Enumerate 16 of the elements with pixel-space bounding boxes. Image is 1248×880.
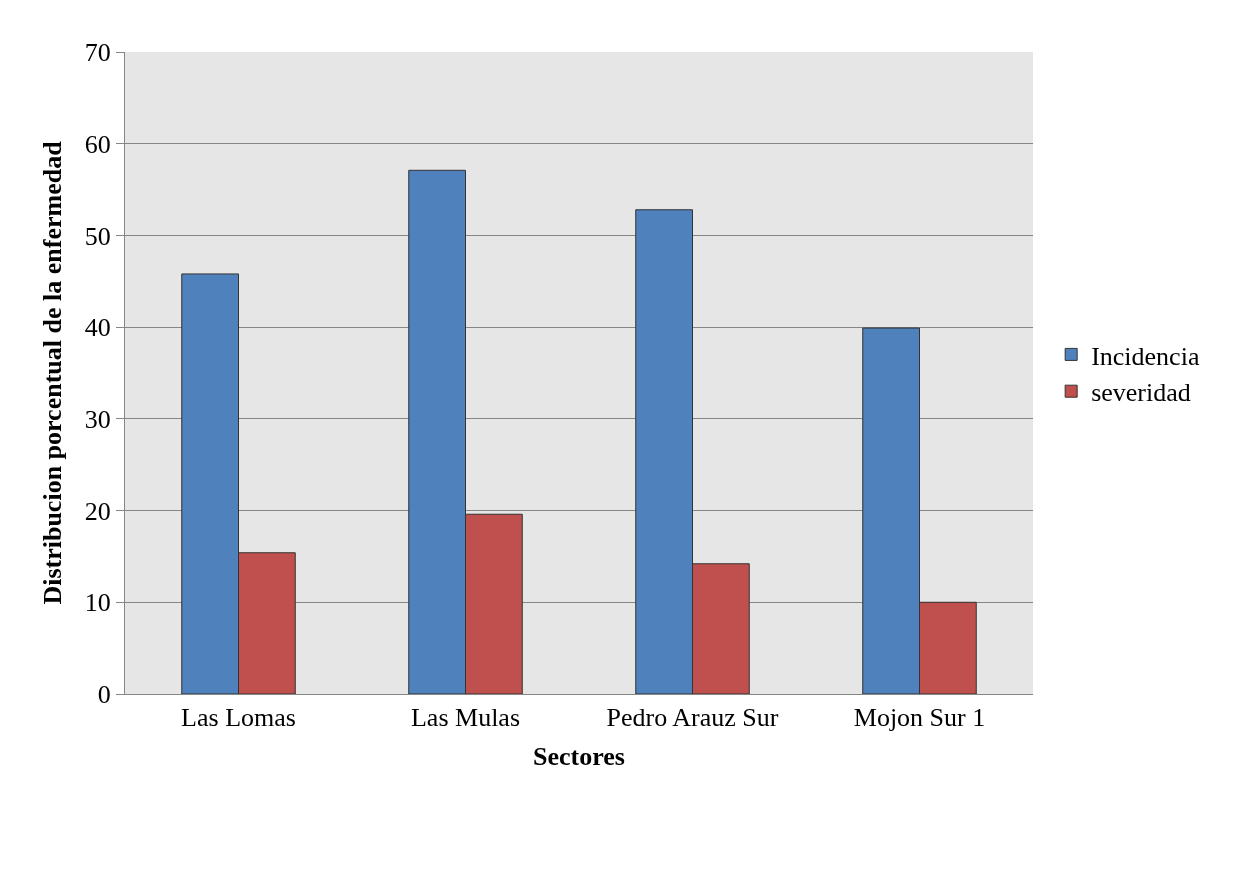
x-tick-label: Las Lomas xyxy=(181,703,296,733)
legend-label: severidad xyxy=(1091,378,1191,408)
x-tick-label: Pedro Arauz Sur xyxy=(606,703,779,733)
y-tick-label: 40 xyxy=(84,313,111,343)
y-tick-label: 70 xyxy=(84,38,111,68)
x-tick-label: Las Mulas xyxy=(410,703,521,733)
x-axis-title: Sectores xyxy=(533,741,625,771)
y-tick-label: 0 xyxy=(97,680,111,710)
y-axis-title: Distribucion porcentual de la enfermedad xyxy=(38,140,68,605)
y-tick-label: 10 xyxy=(84,588,111,618)
y-tick-label: 30 xyxy=(84,404,111,434)
y-tick-label: 60 xyxy=(84,129,111,159)
legend-label: Incidencia xyxy=(1091,341,1200,371)
y-tick-label: 20 xyxy=(84,496,111,526)
y-tick-label: 50 xyxy=(84,221,111,251)
x-tick-label: Mojon Sur 1 xyxy=(853,703,986,733)
